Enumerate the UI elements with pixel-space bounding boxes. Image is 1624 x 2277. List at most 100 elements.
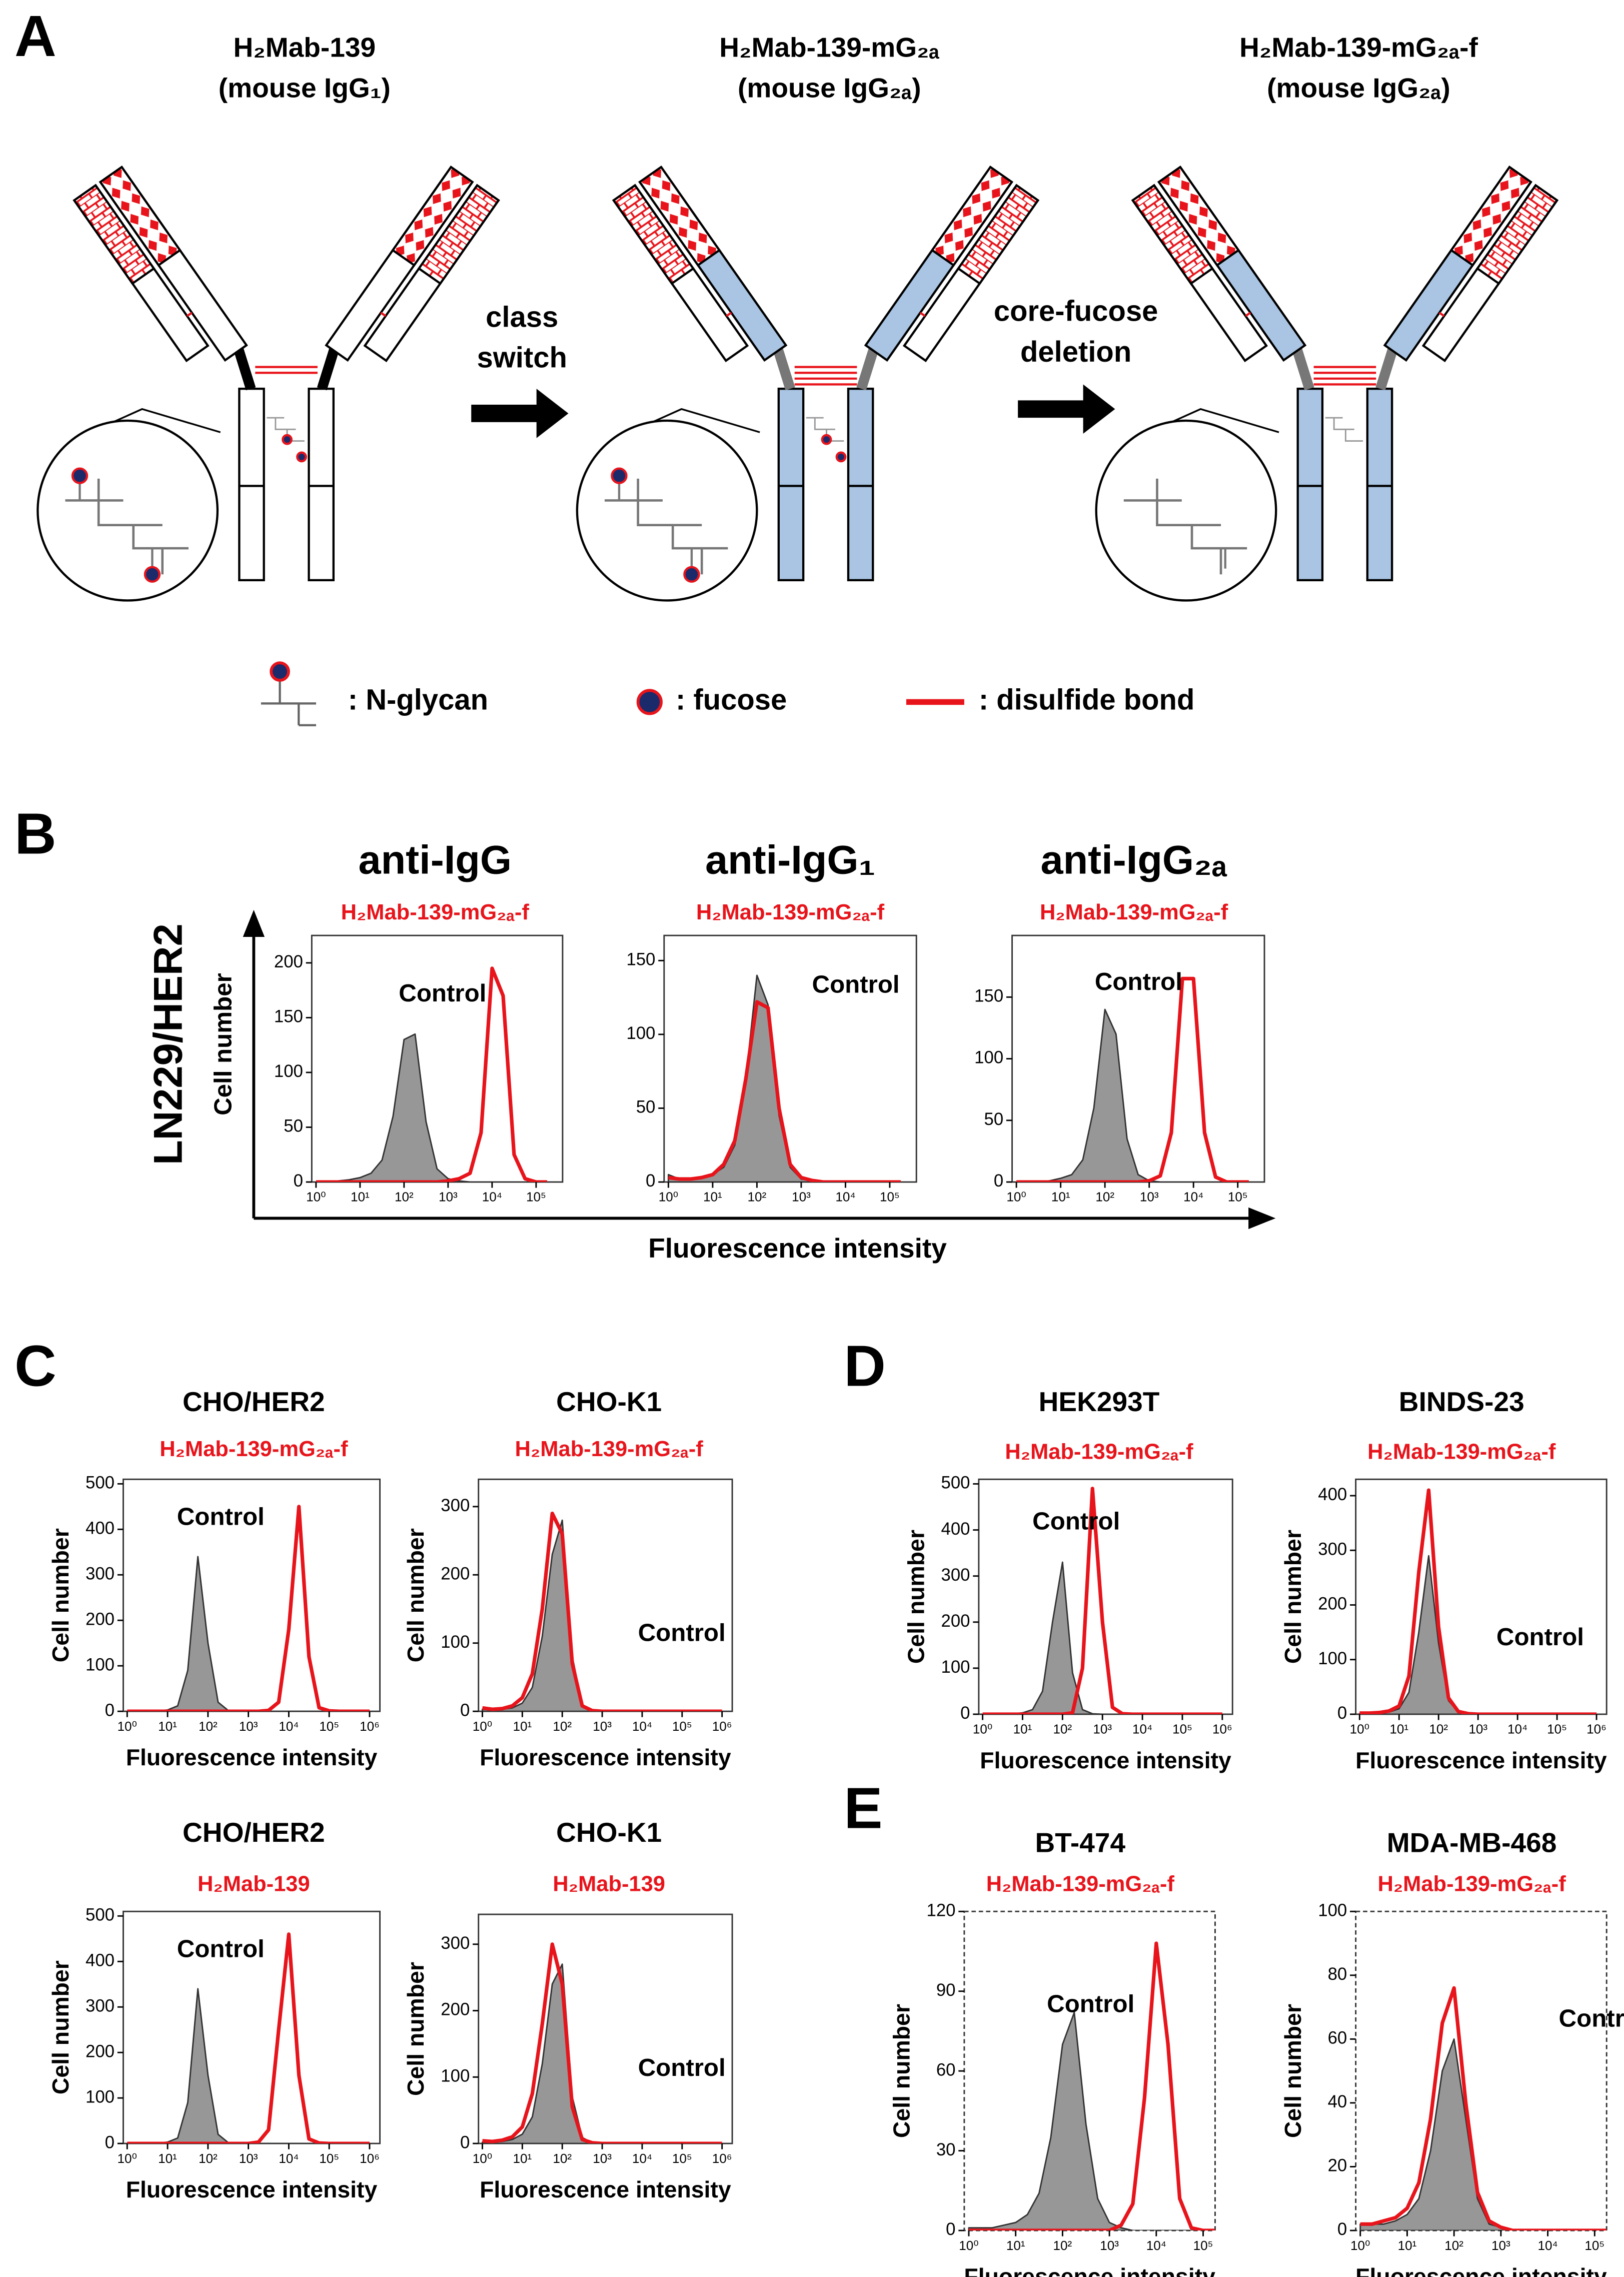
x-tick-label: 10⁴ bbox=[1183, 1190, 1203, 1205]
x-tick-label: 10⁶ bbox=[712, 1719, 732, 1734]
antibody bbox=[37, 165, 500, 602]
x-tick-label: 10¹ bbox=[513, 1719, 532, 1734]
x-tick-label: 10² bbox=[1053, 1722, 1072, 1737]
x-tick-label: 10⁵ bbox=[1584, 2238, 1604, 2253]
x-tick-label: 10⁵ bbox=[1228, 1190, 1248, 1205]
x-tick-label: 10¹ bbox=[1006, 2238, 1025, 2253]
chart-title: anti-IgG₂ₐ bbox=[1040, 838, 1227, 883]
x-tick-label: 10⁰ bbox=[973, 1722, 992, 1737]
sample-line bbox=[1016, 976, 1249, 1182]
x-tick-label: 10² bbox=[199, 2151, 218, 2166]
step-label: core-fucose bbox=[994, 296, 1158, 328]
x-tick-label: 10⁰ bbox=[306, 1190, 326, 1205]
glycan bbox=[65, 478, 189, 575]
disulfide bbox=[726, 312, 732, 317]
variable-light bbox=[612, 184, 695, 285]
legend-fucose-icon bbox=[636, 689, 663, 715]
fab-arm bbox=[325, 165, 500, 363]
x-tick-label: 10⁴ bbox=[1146, 2238, 1166, 2253]
y-tick-label: 100 bbox=[274, 1062, 303, 1081]
histogram: CHO/HER2 H₂Mab-139 0 100 200 300 400 500 10⁰ 10¹ 1… bbox=[48, 1817, 381, 2202]
step-label: deletion bbox=[1020, 336, 1131, 368]
fucose bbox=[71, 467, 89, 484]
annotation: Control bbox=[1032, 1507, 1120, 1535]
x-tick-label: 10⁶ bbox=[1586, 1722, 1606, 1737]
y-tick-label: 50 bbox=[984, 1110, 1004, 1129]
x-tick-label: 10⁵ bbox=[526, 1190, 546, 1205]
sample-line bbox=[127, 1505, 370, 1712]
fucose bbox=[821, 434, 832, 445]
histogram: BT-474 H₂Mab-139-mG₂ₐ-f 0 30 60 90 120 10⁰ 10¹ 10… bbox=[888, 1827, 1216, 2277]
y-axis-label: Cell number bbox=[403, 1528, 429, 1662]
sample-line bbox=[982, 1487, 1222, 1714]
x-axis-label: Fluorescence intensity bbox=[126, 1744, 378, 1770]
chart-subtitle: H₂Mab-139 bbox=[198, 1872, 310, 1896]
zoom-circle bbox=[37, 419, 219, 602]
x-tick-label: 10⁵ bbox=[1193, 2238, 1213, 2253]
annotation: Control bbox=[812, 971, 900, 998]
sample-line bbox=[668, 1000, 901, 1182]
antibody-name: H₂Mab-139-mG₂ₐ bbox=[719, 32, 939, 63]
y-axis-label: Cell number bbox=[48, 1528, 74, 1662]
x-tick-label: 10³ bbox=[1468, 1722, 1487, 1737]
variable-heavy bbox=[638, 165, 721, 267]
x-tick-label: 10³ bbox=[593, 1719, 612, 1734]
histogram: BINDS-23 H₂Mab-139-mG₂ₐ-f 0 100 200 300 400 10⁰… bbox=[1280, 1386, 1607, 1773]
y-axis-label: Cell number bbox=[403, 1962, 429, 2096]
control-area bbox=[126, 1556, 371, 1712]
x-tick-label: 10² bbox=[1429, 1722, 1448, 1737]
y-axis-label: Cell number bbox=[209, 973, 237, 1115]
panel-label: B bbox=[15, 801, 57, 866]
heavy-chain bbox=[1366, 387, 1393, 582]
y-tick-label: 500 bbox=[941, 1474, 970, 1493]
y-axis-label: Cell number bbox=[1280, 2004, 1306, 2138]
x-tick-label: 10⁰ bbox=[959, 2238, 978, 2253]
chart-title: CHO-K1 bbox=[556, 1386, 662, 1417]
y-tick-label: 200 bbox=[86, 2042, 115, 2061]
y-tick-label: 300 bbox=[441, 1934, 470, 1953]
y-tick-label: 100 bbox=[86, 2087, 115, 2106]
y-tick-label: 200 bbox=[1318, 1595, 1347, 1614]
x-tick-label: 10⁶ bbox=[712, 2151, 732, 2166]
y-tick-label: 150 bbox=[974, 987, 1003, 1006]
zoom-circle bbox=[1095, 419, 1277, 602]
y-tick-label: 50 bbox=[636, 1098, 656, 1117]
x-tick-label: 10⁰ bbox=[118, 2151, 137, 2166]
y-tick-label: 100 bbox=[626, 1024, 655, 1043]
x-tick-label: 10⁰ bbox=[1006, 1190, 1026, 1205]
y-tick-label: 90 bbox=[936, 1981, 956, 2000]
chart-subtitle: H₂Mab-139 bbox=[553, 1872, 665, 1896]
x-tick-label: 10³ bbox=[593, 2151, 612, 2166]
antibody bbox=[576, 165, 1040, 602]
heavy-chain bbox=[238, 387, 265, 582]
x-axis-label: Fluorescence intensity bbox=[964, 2263, 1215, 2277]
variable-light bbox=[1475, 184, 1559, 285]
y-tick-label: 300 bbox=[86, 1564, 115, 1583]
x-tick-label: 10⁵ bbox=[319, 2151, 339, 2166]
x-tick-label: 10⁵ bbox=[672, 1719, 692, 1734]
y-tick-label: 80 bbox=[1328, 1965, 1347, 1984]
fab-arm bbox=[1383, 165, 1559, 363]
variable-heavy bbox=[1449, 165, 1532, 267]
y-tick-label: 0 bbox=[460, 1701, 470, 1720]
heavy-chain bbox=[777, 387, 805, 582]
y-tick-label: 0 bbox=[646, 1172, 655, 1191]
legend-text: : disulfide bond bbox=[979, 684, 1194, 716]
histogram: CHO-K1 H₂Mab-139-mG₂ₐ-f 0 100 200 300 10⁰ 10¹ 10… bbox=[403, 1386, 733, 1770]
y-tick-label: 200 bbox=[441, 1564, 470, 1583]
y-tick-label: 60 bbox=[1328, 2029, 1347, 2048]
x-tick-label: 10² bbox=[199, 1719, 218, 1734]
y-tick-label: 300 bbox=[1318, 1540, 1347, 1559]
y-tick-label: 150 bbox=[626, 950, 655, 969]
y-axis-label: Cell number bbox=[1280, 1530, 1306, 1664]
y-axis-label: Cell number bbox=[903, 1530, 929, 1664]
glycan bbox=[604, 478, 728, 575]
x-tick-label: 10³ bbox=[239, 1719, 258, 1734]
x-tick-label: 10¹ bbox=[158, 2151, 177, 2166]
x-tick-label: 10² bbox=[1095, 1190, 1114, 1205]
x-axis-label: Fluorescence intensity bbox=[1355, 1747, 1607, 1773]
variable-light bbox=[417, 184, 500, 285]
y-tick-label: 30 bbox=[936, 2140, 956, 2159]
y-tick-label: 0 bbox=[294, 1172, 303, 1191]
